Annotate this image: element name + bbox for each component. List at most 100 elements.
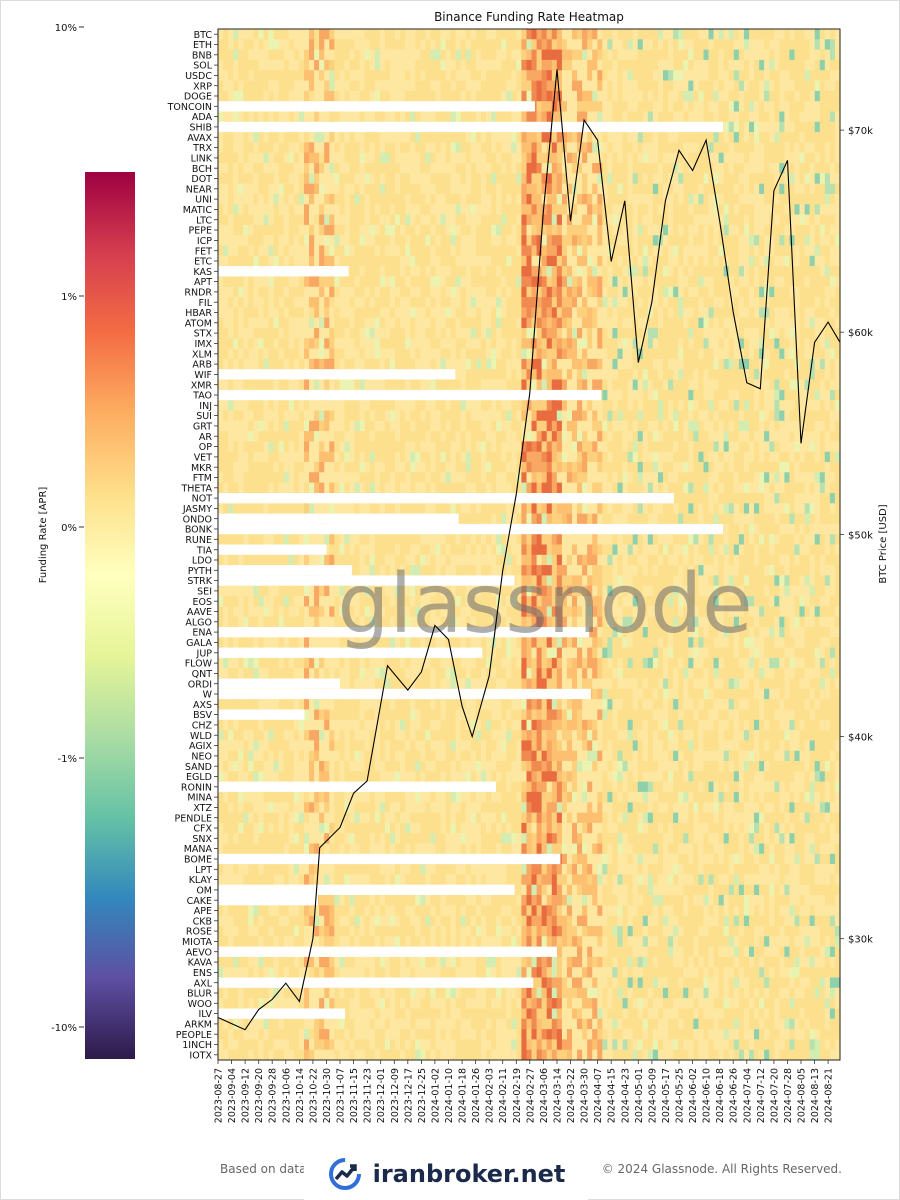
heatmap-cell [269,194,275,205]
heatmap-cell [481,153,487,164]
heatmap-cell [233,29,239,40]
heatmap-cell [425,204,431,215]
heatmap-cell [365,276,371,287]
heatmap-cell [577,297,583,308]
heatmap-cell [259,163,265,174]
heatmap-cell [415,297,421,308]
heatmap-cell [572,359,578,370]
heatmap-cell [825,153,831,164]
heatmap-cell [435,70,441,81]
heatmap-cell [739,369,745,380]
heatmap-cell [466,173,472,184]
heatmap-cell [587,163,593,174]
heatmap-cell [830,70,836,81]
heatmap-cell [435,318,441,329]
heatmap-cell [496,153,502,164]
heatmap-cell [744,349,750,360]
heatmap-cell [729,318,735,329]
heatmap-cell [481,380,487,391]
heatmap-cell [496,256,502,267]
heatmap-cell [688,184,694,195]
heatmap-cell [223,441,229,452]
heatmap-cell [774,60,780,71]
heatmap-cell [820,163,826,174]
heatmap-cell [516,318,522,329]
heatmap-cell [304,411,310,422]
heatmap-cell [673,50,679,61]
heatmap-cell [238,328,244,339]
heatmap-cell [688,142,694,153]
heatmap-cell [709,369,715,380]
heatmap-cell [233,225,239,236]
heatmap-cell [537,91,543,102]
heatmap-cell [228,112,234,123]
heatmap-cell [567,50,573,61]
heatmap-cell [516,246,522,257]
heatmap-cell [299,359,305,370]
heatmap-cell [481,287,487,298]
heatmap-cell [410,235,416,246]
heatmap-cell [405,349,411,360]
heatmap-cell [451,328,457,339]
heatmap-cell [825,287,831,298]
heatmap-cell [380,380,386,391]
heatmap-cell [805,204,811,215]
heatmap-cell [274,225,280,236]
heatmap-cell [805,225,811,236]
heatmap-cell [435,153,441,164]
heatmap-cell [557,163,563,174]
heatmap-cell [314,338,320,349]
heatmap-cell [825,246,831,257]
heatmap-cell [820,256,826,267]
heatmap-cell [602,101,608,112]
heatmap-cell [749,307,755,318]
heatmap-cell [233,349,239,360]
heatmap-cell [825,266,831,277]
heatmap-cell [719,431,725,442]
heatmap-cell [607,204,613,215]
heatmap-cell [830,163,836,174]
heatmap-cell [365,400,371,411]
heatmap-cell [567,431,573,442]
heatmap-cell [673,60,679,71]
heatmap-cell [653,338,659,349]
heatmap-cell [279,173,285,184]
heatmap-cell [683,266,689,277]
heatmap-cell [552,246,558,257]
heatmap-cell [390,287,396,298]
heatmap-cell [825,380,831,391]
heatmap-cell [410,307,416,318]
heatmap-cell [562,287,568,298]
heatmap-cell [597,91,603,102]
heatmap-cell [365,70,371,81]
heatmap-cell [269,173,275,184]
heatmap-cell [339,153,345,164]
heatmap-cell [264,204,270,215]
heatmap-cell [390,132,396,143]
heatmap-cell [228,29,234,40]
heatmap-cell [334,39,340,50]
heatmap-cell [334,194,340,205]
heatmap-cell [501,60,507,71]
heatmap-cell [405,359,411,370]
heatmap-cell [334,307,340,318]
heatmap-cell [678,194,684,205]
heatmap-cell [410,39,416,50]
heatmap-cell [405,431,411,442]
heatmap-cell [269,359,275,370]
heatmap-cell [704,60,710,71]
heatmap-cell [284,163,290,174]
heatmap-cell [663,101,669,112]
heatmap-cell [572,101,578,112]
heatmap-cell [724,400,730,411]
heatmap-cell [375,163,381,174]
heatmap-cell [461,328,467,339]
heatmap-cell [441,441,447,452]
heatmap-cell [612,256,618,267]
heatmap-cell [319,215,325,226]
heatmap-cell [532,235,538,246]
heatmap-cell [663,50,669,61]
heatmap-cell [521,400,527,411]
heatmap-cell [365,163,371,174]
heatmap-cell [562,60,568,71]
